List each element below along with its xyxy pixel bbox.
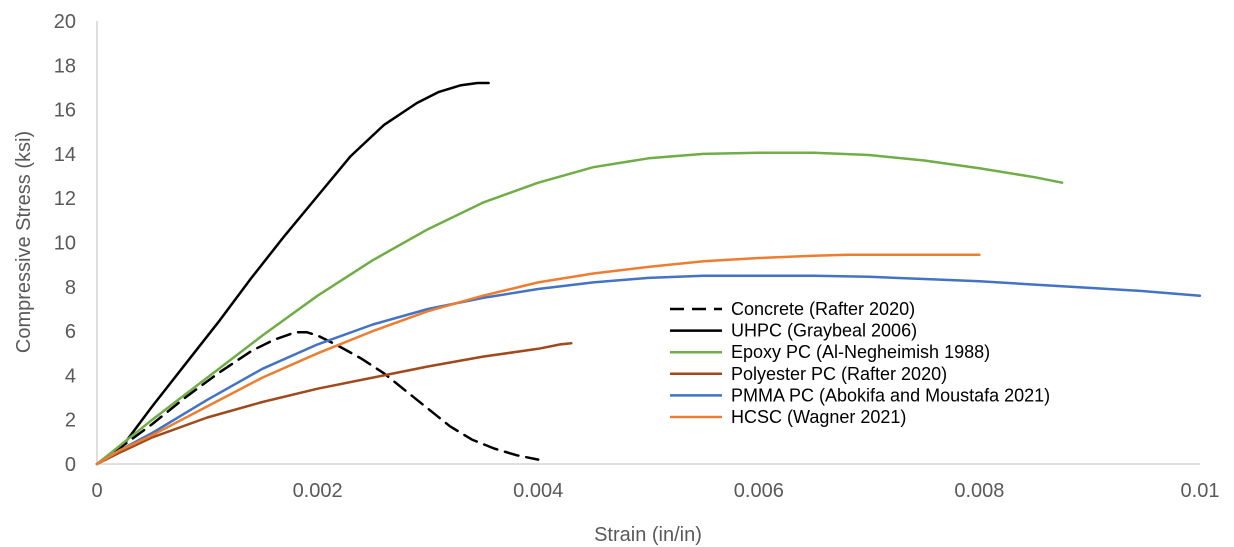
series-lines bbox=[95, 81, 1202, 466]
x-axis-ticks: 0 0.002 0.004 0.006 0.008 0.01 bbox=[91, 480, 1219, 502]
x-tick-label: 0.008 bbox=[954, 480, 1004, 502]
series-line bbox=[95, 253, 981, 466]
x-tick-label: 0 bbox=[91, 480, 102, 502]
x-tick-label: 0.002 bbox=[293, 480, 343, 502]
y-tick-label: 0 bbox=[65, 454, 76, 476]
y-tick-label: 8 bbox=[65, 277, 76, 299]
y-tick-label: 10 bbox=[54, 233, 76, 255]
legend-label: UHPC (Graybeal 2006) bbox=[731, 321, 917, 341]
legend: Concrete (Rafter 2020)UHPC (Graybeal 200… bbox=[670, 299, 1050, 427]
x-tick-label: 0.006 bbox=[734, 480, 784, 502]
series-line bbox=[95, 151, 1064, 466]
legend-label: PMMA PC (Abokifa and Moustafa 2021) bbox=[731, 385, 1050, 405]
y-tick-label: 12 bbox=[54, 188, 76, 210]
plot-area bbox=[96, 21, 1200, 465]
legend-label: Polyester PC (Rafter 2020) bbox=[731, 364, 947, 384]
y-tick-label: 18 bbox=[54, 55, 76, 77]
y-tick-label: 4 bbox=[65, 365, 76, 387]
legend-label: HCSC (Wagner 2021) bbox=[731, 407, 906, 427]
series-line bbox=[95, 81, 490, 466]
y-tick-label: 2 bbox=[65, 410, 76, 432]
y-tick-label: 20 bbox=[54, 11, 76, 33]
y-tick-label: 6 bbox=[65, 321, 76, 343]
y-axis-title: Compressive Stress (ksi) bbox=[13, 131, 35, 353]
x-axis-title: Strain (in/in) bbox=[594, 524, 702, 546]
legend-label: Concrete (Rafter 2020) bbox=[731, 299, 915, 319]
x-tick-label: 0.004 bbox=[513, 480, 563, 502]
series-line bbox=[95, 342, 573, 466]
x-tick-label: 0.01 bbox=[1181, 480, 1220, 502]
y-tick-label: 14 bbox=[54, 144, 76, 166]
y-axis-ticks: 0 2 4 6 8 10 12 14 16 18 20 bbox=[54, 11, 76, 476]
y-tick-label: 16 bbox=[54, 100, 76, 122]
legend-label: Epoxy PC (Al-Negheimish 1988) bbox=[731, 342, 990, 362]
series-line bbox=[95, 274, 1202, 466]
